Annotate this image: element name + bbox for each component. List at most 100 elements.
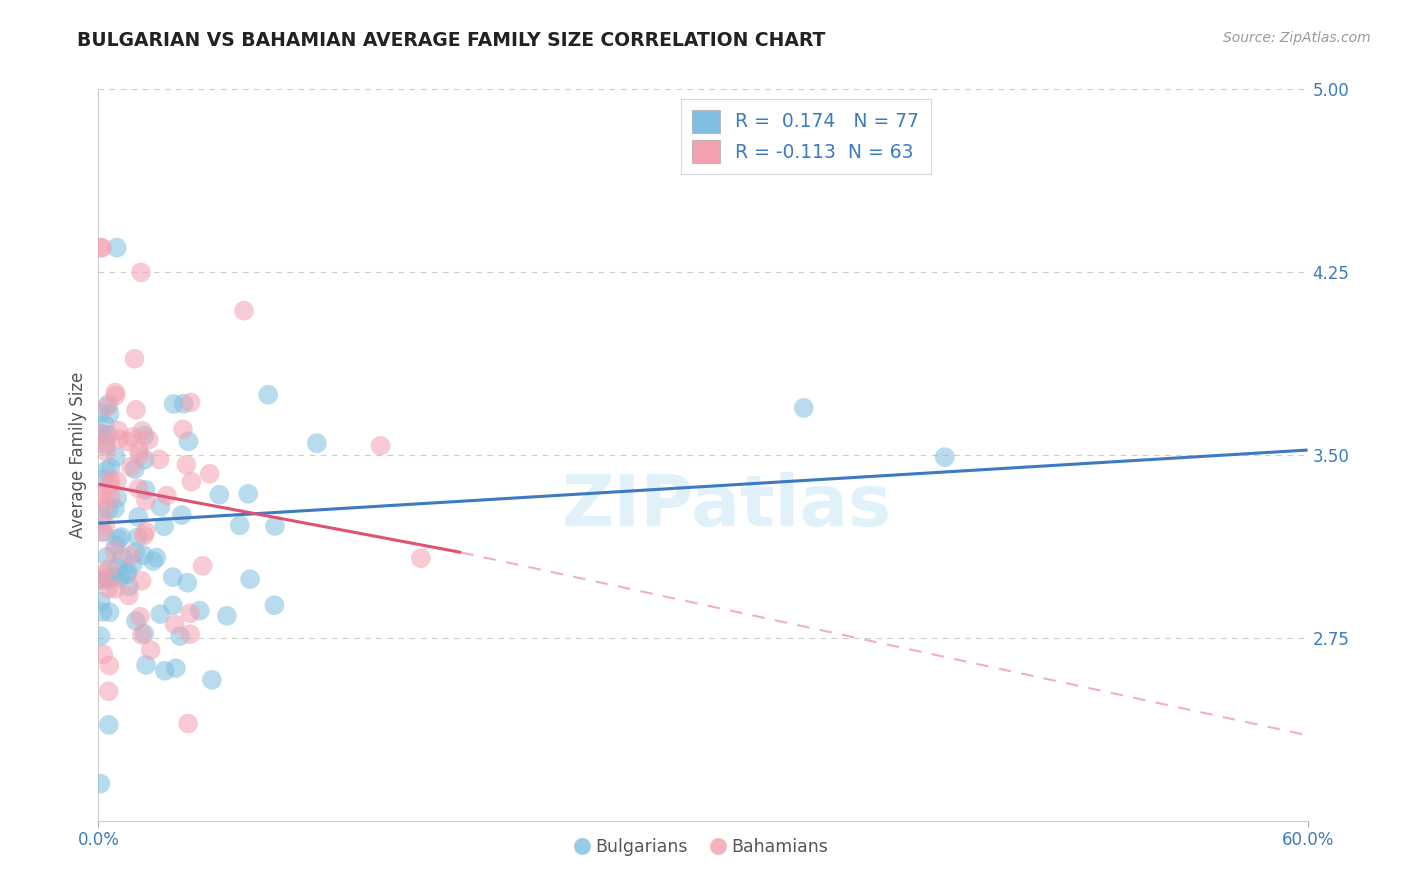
Point (132, 528, 155, 542)
Point (97, 684, 120, 698)
Point (91, 648, 114, 662)
Point (128, 482, 150, 496)
Point (793, 401, 815, 415)
Point (162, 397, 184, 411)
Point (142, 554, 165, 568)
Point (305, 436, 328, 450)
Point (100, 473, 122, 487)
Point (96, 571, 118, 585)
Point (98, 479, 121, 493)
Point (153, 519, 176, 533)
Point (145, 550, 167, 565)
Point (127, 510, 149, 524)
Y-axis label: Average Family Size: Average Family Size (69, 372, 87, 538)
Point (118, 580, 141, 594)
Point (180, 475, 202, 489)
Point (264, 519, 287, 533)
Point (149, 607, 172, 621)
Point (198, 467, 221, 481)
Point (90, 594, 112, 608)
Point (90, 510, 112, 524)
Point (91, 567, 114, 582)
Point (110, 570, 132, 584)
Point (105, 474, 128, 488)
Point (111, 550, 134, 565)
Point (191, 558, 214, 573)
Point (94, 444, 117, 458)
Point (97, 397, 120, 411)
Point (165, 661, 187, 675)
Point (124, 351, 146, 366)
Point (105, 560, 128, 574)
Point (107, 424, 129, 438)
Point (121, 430, 143, 444)
Point (89, 426, 111, 441)
Point (98, 605, 121, 619)
Point (90, 574, 112, 588)
Point (233, 303, 256, 318)
Point (177, 434, 200, 449)
Point (104, 501, 127, 516)
Point (103, 543, 125, 558)
Point (138, 433, 160, 447)
Point (98, 407, 121, 421)
Point (120, 459, 142, 474)
Point (107, 432, 129, 446)
Point (229, 518, 252, 533)
Point (91, 241, 114, 255)
Point (135, 493, 157, 508)
Point (97, 502, 120, 516)
Point (104, 582, 127, 596)
Point (124, 545, 146, 559)
Point (105, 491, 128, 505)
Point (91, 487, 114, 501)
Point (90, 426, 112, 441)
Point (105, 241, 128, 255)
Point (89, 241, 111, 255)
Point (263, 598, 285, 612)
Point (135, 524, 157, 539)
Point (128, 443, 150, 458)
Point (135, 483, 157, 497)
Point (370, 439, 392, 453)
Legend: Bulgarians, Bahamians: Bulgarians, Bahamians (571, 831, 835, 863)
Point (162, 570, 184, 584)
Point (176, 575, 198, 590)
Point (91, 525, 114, 540)
Point (89, 406, 111, 420)
Point (89, 777, 111, 791)
Point (97, 582, 120, 596)
Point (98, 658, 121, 673)
Point (103, 569, 125, 583)
Point (104, 450, 127, 464)
Point (124, 462, 146, 476)
Point (93, 473, 115, 487)
Point (163, 617, 186, 632)
Point (118, 588, 141, 602)
Point (148, 452, 170, 467)
Point (110, 530, 132, 544)
Point (215, 608, 238, 623)
Point (96, 549, 118, 564)
Point (170, 508, 193, 522)
Point (89, 629, 111, 643)
Point (94, 417, 117, 432)
Point (238, 487, 260, 501)
Point (134, 626, 156, 640)
Point (173, 397, 195, 411)
Text: ZIPatlas: ZIPatlas (562, 472, 893, 541)
Point (98, 561, 121, 575)
Point (104, 388, 127, 402)
Point (131, 424, 153, 438)
Point (172, 422, 194, 436)
Point (125, 614, 148, 628)
Point (117, 434, 139, 449)
Point (169, 629, 191, 643)
Point (115, 567, 138, 582)
Point (149, 500, 172, 514)
Point (188, 604, 211, 618)
Point (153, 664, 176, 678)
Point (120, 548, 142, 562)
Point (91, 605, 114, 619)
Point (94, 517, 117, 532)
